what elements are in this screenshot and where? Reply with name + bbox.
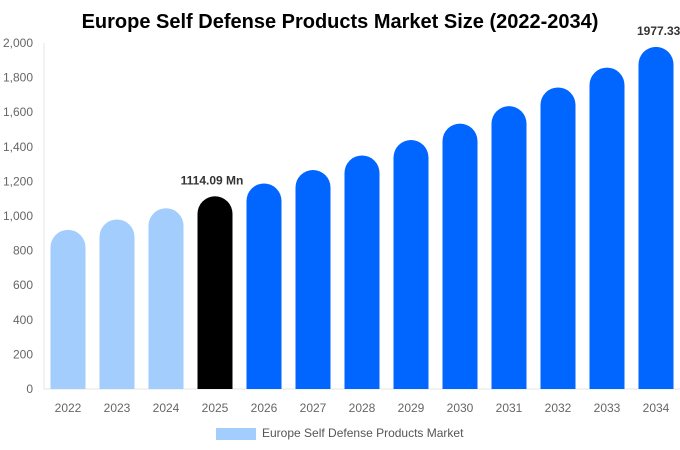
bar-2023 <box>99 219 135 389</box>
x-tick-label: 2022 <box>55 401 82 415</box>
data-label: 1977.33 Mn <box>637 24 680 38</box>
bar-2031 <box>491 106 527 390</box>
bar-2030 <box>442 123 478 390</box>
y-tick-label: 1,000 <box>3 209 33 223</box>
y-tick-label: 1,600 <box>3 105 33 119</box>
x-tick-label: 2029 <box>398 401 425 415</box>
bar-2022 <box>50 229 86 389</box>
x-tick-label: 2025 <box>202 401 229 415</box>
data-label: 1114.09 Mn <box>181 173 244 187</box>
bar-2024 <box>148 208 184 389</box>
x-tick-label: 2026 <box>251 401 278 415</box>
x-tick-label: 2028 <box>349 401 376 415</box>
legend-label: Europe Self Defense Products Market <box>262 426 464 440</box>
x-tick-label: 2030 <box>447 401 474 415</box>
x-tick-label: 2027 <box>300 401 327 415</box>
y-tick-label: 1,800 <box>3 71 33 85</box>
bar-2033 <box>589 67 625 389</box>
x-tick-label: 2033 <box>594 401 621 415</box>
bar-2032 <box>540 87 576 389</box>
y-tick-label: 0 <box>26 382 33 396</box>
y-tick-label: 600 <box>13 278 33 292</box>
bar-2028 <box>344 155 380 389</box>
chart-title: Europe Self Defense Products Market Size… <box>82 11 599 33</box>
bar-2034 <box>638 46 674 390</box>
y-tick-label: 1,400 <box>3 140 33 154</box>
y-tick-label: 1,200 <box>3 174 33 188</box>
bar-2026 <box>246 183 282 389</box>
y-tick-label: 400 <box>13 313 33 327</box>
bar-2025 <box>197 196 233 389</box>
legend: Europe Self Defense Products Market <box>216 426 464 440</box>
x-tick-label: 2024 <box>153 401 180 415</box>
y-tick-label: 800 <box>13 244 33 258</box>
x-tick-label: 2034 <box>643 401 670 415</box>
x-tick-label: 2023 <box>104 401 131 415</box>
x-tick-label: 2031 <box>496 401 523 415</box>
x-tick-label: 2032 <box>545 401 572 415</box>
y-tick-label: 2,000 <box>3 36 33 50</box>
y-tick-label: 200 <box>13 347 33 361</box>
bar-2029 <box>393 140 429 389</box>
legend-swatch <box>216 428 256 440</box>
bar-2027 <box>295 169 331 389</box>
